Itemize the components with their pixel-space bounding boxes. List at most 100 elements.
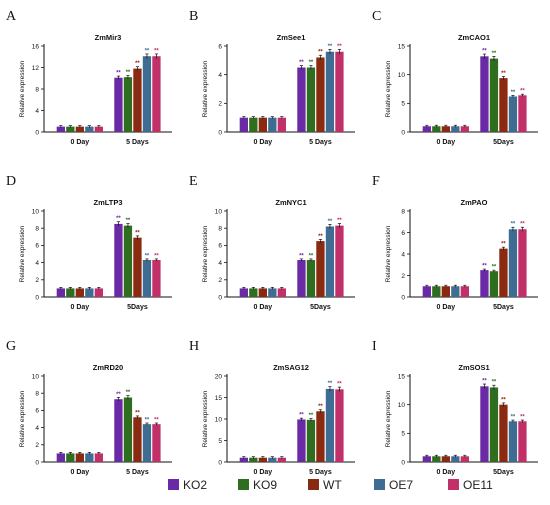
- bar-ko9-day5: [306, 67, 316, 132]
- y-tick-label: 0: [218, 294, 222, 301]
- legend-swatch: [308, 479, 319, 490]
- bar-wt-day0: [75, 288, 84, 297]
- panel-label: G: [6, 339, 16, 354]
- panel-label: F: [372, 174, 380, 189]
- bar-ko2-day0: [56, 288, 65, 297]
- x-tick-label: 0 Day: [70, 139, 89, 146]
- legend-swatch: [168, 479, 179, 490]
- y-tick-label: 0: [218, 459, 222, 466]
- x-tick-label: 0 Day: [436, 139, 455, 146]
- significance-mark: **: [328, 381, 333, 387]
- bar-ko2-day0: [239, 117, 248, 132]
- x-tick-label: 0 Day: [253, 469, 272, 476]
- bar-wt-day5: [316, 411, 325, 462]
- y-tick-label: 0: [35, 129, 39, 136]
- legend-swatch: [448, 479, 459, 490]
- bar-oe7-day0: [268, 117, 277, 132]
- bar-ko2-day0: [239, 288, 248, 297]
- bar-wt-day5: [316, 241, 325, 297]
- y-tick-label: 0: [401, 459, 405, 466]
- y-tick-label: 0: [218, 129, 222, 136]
- y-tick-label: 5: [218, 438, 222, 445]
- bar-wt-day0: [75, 453, 84, 462]
- significance-mark: **: [482, 379, 487, 385]
- bar-oe7-day5: [142, 56, 152, 132]
- y-tick-label: 10: [398, 402, 406, 409]
- bar-ko9-day5: [489, 387, 499, 462]
- y-tick-label: 4: [35, 108, 39, 115]
- significance-mark: **: [328, 219, 333, 225]
- y-tick-label: 6: [218, 43, 222, 50]
- x-tick-label: 5Days: [127, 304, 148, 311]
- bar-oe7-day0: [451, 286, 460, 297]
- significance-mark: **: [135, 61, 140, 67]
- x-tick-label: 0 Day: [253, 139, 272, 146]
- bar-wt-day0: [258, 457, 267, 462]
- significance-mark: **: [135, 410, 140, 416]
- significance-mark: **: [520, 222, 525, 228]
- bar-wt-day0: [441, 286, 450, 297]
- significance-mark: **: [337, 218, 342, 224]
- significance-mark: **: [135, 230, 140, 236]
- y-tick-label: 8: [35, 86, 39, 93]
- bar-oe11-day0: [94, 126, 103, 132]
- legend-label: KO9: [253, 478, 277, 492]
- significance-mark: **: [145, 418, 150, 424]
- panel-f: F ZmPAO Relative expression 0 2 4 6 8 0 Day ** ** *…: [372, 174, 538, 311]
- significance-mark: **: [337, 382, 342, 388]
- chart-title: ZmRD20: [93, 363, 123, 372]
- panel-g: G ZmRD20 Relative expression 0 2 4 6 8 10 0 Day **…: [6, 339, 172, 476]
- bar-ko9-day5: [123, 225, 133, 297]
- legend-item-wt: WT: [308, 478, 342, 492]
- y-tick-label: 2: [35, 277, 39, 284]
- x-tick-label: 0 Day: [436, 304, 455, 311]
- y-tick-label: 6: [35, 408, 39, 415]
- bar-oe11-day5: [335, 389, 344, 462]
- significance-mark: **: [511, 90, 516, 96]
- significance-mark: **: [116, 216, 121, 222]
- bar-ko2-day0: [422, 126, 431, 132]
- bar-wt-day5: [499, 404, 508, 462]
- y-tick-label: 6: [401, 230, 405, 237]
- significance-mark: **: [154, 253, 159, 259]
- chart-title: ZmLTP3: [93, 198, 122, 207]
- significance-mark: **: [154, 418, 159, 424]
- bar-oe11-day5: [152, 424, 161, 462]
- y-tick-label: 20: [215, 373, 223, 380]
- bar-oe11-day0: [460, 126, 469, 132]
- legend-swatch: [238, 479, 249, 490]
- bar-oe11-day5: [518, 229, 527, 297]
- bar-ko2-day5: [114, 223, 123, 297]
- bar-oe11-day5: [152, 260, 161, 297]
- panel-label: D: [6, 174, 16, 189]
- significance-mark: **: [299, 253, 304, 259]
- significance-mark: **: [299, 60, 304, 66]
- chart-title: ZmPAO: [461, 198, 488, 207]
- significance-mark: **: [492, 51, 497, 57]
- bar-ko9-day0: [432, 456, 441, 462]
- bar-oe11-day0: [277, 457, 286, 462]
- panel-b: B ZmSee1 Relative expression 0 2 4 6 0 Day ** ** *…: [189, 9, 355, 146]
- bar-wt-day0: [258, 117, 267, 132]
- x-tick-label: 5 Days: [126, 469, 149, 476]
- y-tick-label: 15: [215, 395, 223, 402]
- bar-ko9-day0: [249, 288, 258, 297]
- y-tick-label: 4: [35, 425, 39, 432]
- x-tick-label: 5 Days: [309, 469, 332, 476]
- y-tick-label: 4: [218, 260, 222, 267]
- legend-item-ko2: KO2: [168, 478, 207, 492]
- y-tick-label: 0: [401, 129, 405, 136]
- chart-title: ZmNYC1: [275, 198, 306, 207]
- y-tick-label: 2: [218, 101, 222, 108]
- bar-ko2-day5: [480, 386, 489, 462]
- y-tick-label: 8: [35, 226, 39, 233]
- bar-wt-day5: [133, 417, 142, 462]
- y-tick-label: 5: [401, 101, 405, 108]
- y-tick-label: 10: [398, 72, 406, 79]
- legend-item-oe11: OE11: [448, 478, 493, 492]
- y-axis-label: Relative expression: [385, 390, 392, 447]
- bar-oe11-day5: [335, 51, 344, 132]
- bar-oe7-day0: [451, 456, 460, 462]
- y-axis-label: Relative expression: [19, 225, 26, 282]
